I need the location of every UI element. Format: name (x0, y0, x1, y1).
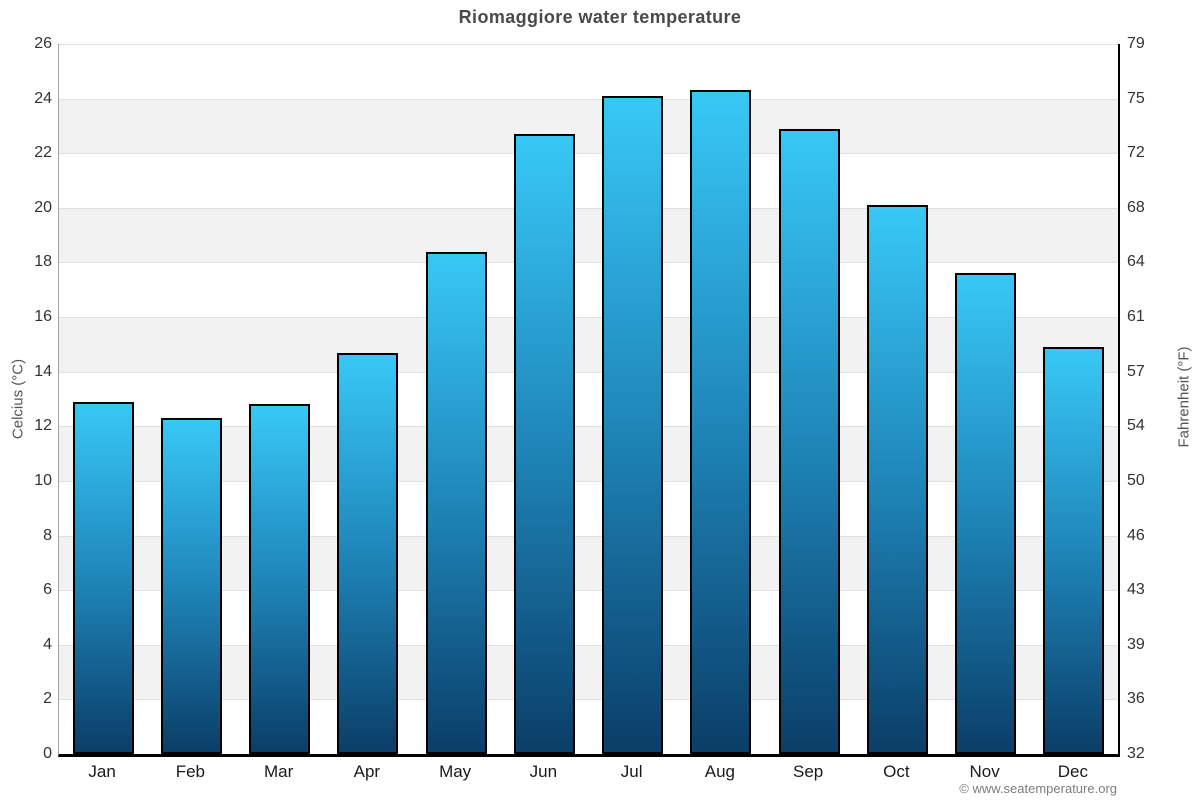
y-tick-celsius: 16 (34, 308, 52, 326)
y-tick-celsius: 8 (43, 526, 52, 544)
y-tick-fahrenheit: 54 (1127, 417, 1145, 435)
gridline (59, 699, 1118, 700)
y-tick-celsius: 0 (43, 745, 52, 762)
x-axis-label-dec: Dec (1057, 762, 1088, 781)
gridline (59, 536, 1118, 537)
gridline (59, 208, 1118, 209)
bar-mar (249, 404, 311, 754)
y-tick-fahrenheit: 75 (1127, 89, 1145, 107)
bar-nov (955, 273, 1017, 754)
x-axis-label-mar: Mar (263, 762, 294, 781)
gridline (59, 481, 1118, 482)
y-tick-celsius: 2 (43, 690, 52, 708)
plot-band (59, 426, 1118, 482)
bar-jun (513, 134, 575, 754)
y-tick-fahrenheit: 57 (1127, 362, 1145, 380)
y-tick-fahrenheit: 36 (1127, 690, 1145, 708)
gridline (59, 44, 1118, 45)
y-tick-fahrenheit: 50 (1127, 471, 1145, 489)
plot-band (59, 371, 1118, 427)
y-tick-fahrenheit: 72 (1127, 144, 1145, 162)
plot-band (59, 44, 1118, 100)
bar-apr (337, 352, 399, 754)
bar-feb (160, 418, 222, 754)
gridline (59, 590, 1118, 591)
bar-may (425, 251, 487, 754)
bar-jul (602, 95, 664, 754)
gridline (59, 426, 1118, 427)
plot-band (59, 535, 1118, 591)
x-axis-label-jul: Jul (620, 762, 643, 781)
y-tick-fahrenheit: 61 (1127, 308, 1145, 326)
plot-area (58, 44, 1120, 757)
x-axis-label-apr: Apr (353, 762, 381, 781)
y-tick-celsius: 18 (34, 253, 52, 271)
plot-band (59, 262, 1118, 318)
plot-band (59, 98, 1118, 154)
bar-oct (866, 205, 928, 754)
copyright-text: © www.seatemperature.org (959, 781, 1117, 796)
y-tick-fahrenheit: 46 (1127, 526, 1145, 544)
gridline (59, 372, 1118, 373)
plot-band (59, 207, 1118, 263)
y-tick-fahrenheit: 68 (1127, 198, 1145, 216)
y-tick-fahrenheit: 32 (1127, 745, 1145, 762)
plot-band (59, 590, 1118, 646)
y-tick-celsius: 22 (34, 144, 52, 162)
x-axis-label-feb: Feb (175, 762, 206, 781)
x-axis-label-jun: Jun (529, 762, 558, 781)
bar-dec (1043, 347, 1105, 754)
y-tick-celsius: 24 (34, 89, 52, 107)
y-tick-fahrenheit: 43 (1127, 581, 1145, 599)
x-axis-label-sep: Sep (793, 762, 824, 781)
bar-sep (778, 128, 840, 754)
gridline (59, 153, 1118, 154)
x-axis-label-nov: Nov (969, 762, 1000, 781)
y-tick-fahrenheit: 39 (1127, 635, 1145, 653)
y-tick-fahrenheit: 79 (1127, 35, 1145, 52)
gridline (59, 262, 1118, 263)
plot-band (59, 317, 1118, 373)
x-axis-label-aug: Aug (704, 762, 735, 781)
y-tick-celsius: 10 (34, 471, 52, 489)
bar-aug (690, 90, 752, 754)
x-axis-label-may: May (439, 762, 472, 781)
chart-title: Riomaggiore water temperature (458, 7, 742, 27)
plot-band (59, 699, 1118, 754)
y-tick-celsius: 26 (34, 35, 52, 52)
plot-band (59, 153, 1118, 209)
y-tick-fahrenheit: 64 (1127, 253, 1145, 271)
x-axis-label-oct: Oct (883, 762, 910, 781)
gridline (59, 645, 1118, 646)
plot-band (59, 480, 1118, 537)
x-axis-label-jan: Jan (88, 762, 116, 781)
y-tick-celsius: 14 (34, 362, 52, 380)
gridline (59, 99, 1118, 100)
bar-jan (72, 401, 134, 754)
plot-band (59, 644, 1118, 700)
y-tick-celsius: 12 (34, 417, 52, 435)
y-tick-celsius: 20 (34, 198, 52, 216)
y-axis-title-fahrenheit: Fahrenheit (°F) (1175, 346, 1193, 448)
y-tick-celsius: 6 (43, 581, 52, 599)
y-tick-celsius: 4 (43, 635, 52, 653)
gridline (59, 317, 1118, 318)
